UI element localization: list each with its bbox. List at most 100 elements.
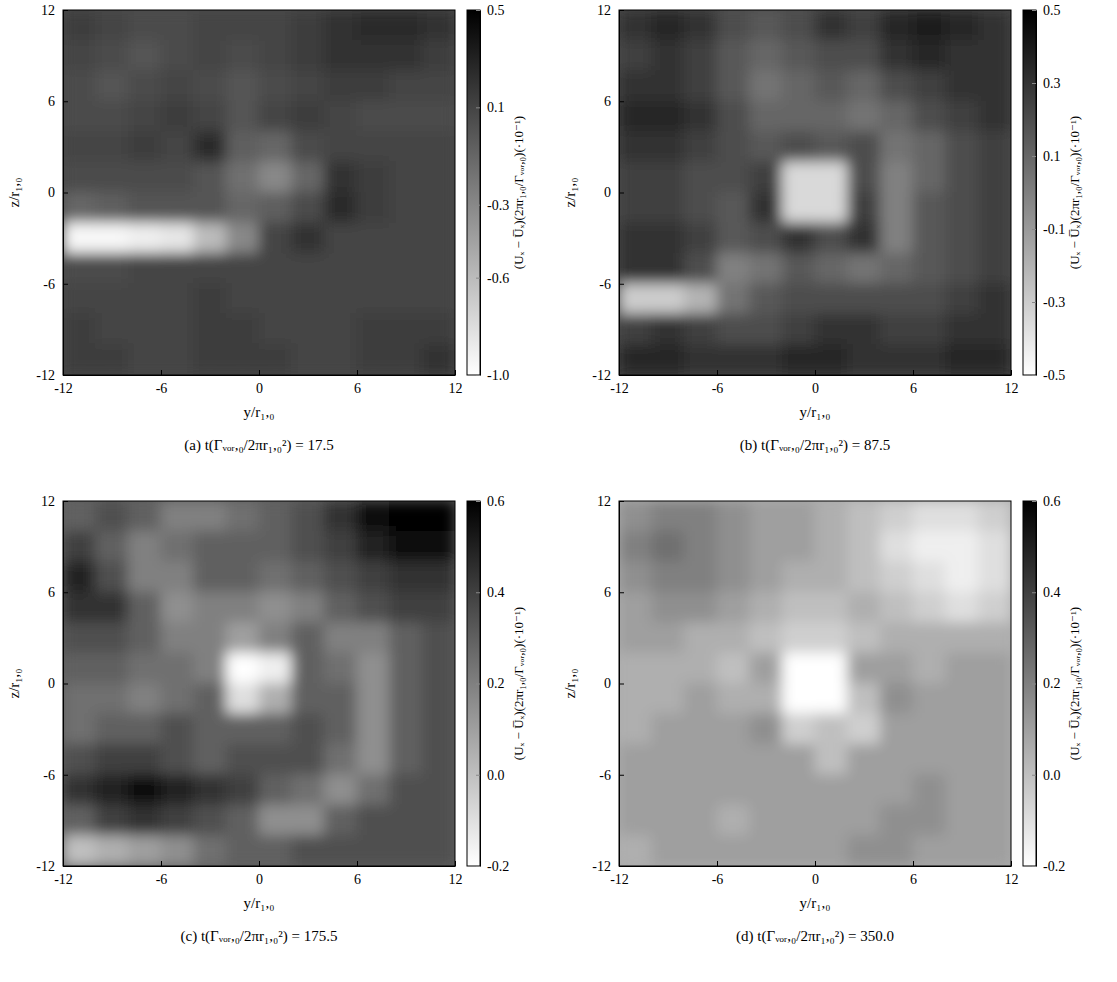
colorbar-scale (1023, 501, 1036, 866)
cell (422, 253, 455, 284)
tick-mark (1032, 592, 1036, 593)
colorbar-tick: 0.3 (1032, 76, 1061, 91)
cell (63, 805, 96, 836)
cell (684, 253, 718, 284)
tick-mark (619, 501, 624, 502)
cell (324, 10, 358, 41)
cell (259, 835, 293, 866)
tick-label: 0 (604, 185, 611, 200)
cell (978, 101, 1011, 132)
cell (619, 131, 652, 162)
cell (684, 561, 718, 592)
cell (128, 805, 162, 836)
cell (847, 101, 881, 132)
colorbar-tick: -0.6 (476, 271, 509, 286)
cell (291, 70, 325, 101)
cell (95, 222, 129, 253)
cell (291, 222, 325, 253)
colorbar-tick: 0.0 (1032, 768, 1061, 783)
tick-label: 12 (1005, 872, 1019, 887)
cell (749, 592, 783, 623)
cell (619, 344, 652, 375)
cell (193, 222, 227, 253)
cell (259, 131, 293, 162)
tick-mark (815, 370, 816, 375)
tick-label: 12 (449, 381, 463, 396)
cell (847, 40, 881, 71)
cell (291, 162, 325, 193)
cell (95, 531, 129, 562)
cell (619, 774, 652, 805)
cell (193, 805, 227, 836)
cell (422, 683, 455, 714)
cell (128, 222, 162, 253)
cell (978, 344, 1011, 375)
cell (193, 501, 227, 532)
x-tick: 6 (910, 861, 917, 887)
colorbar-tick: 0.1 (476, 100, 505, 115)
cell (749, 774, 783, 805)
cell (717, 835, 751, 866)
cell (815, 131, 849, 162)
cell (651, 70, 685, 101)
cell (684, 531, 718, 562)
tick-label: 0.2 (487, 676, 505, 691)
cell (945, 70, 979, 101)
cell (128, 653, 162, 684)
cell (782, 622, 816, 653)
cell (324, 314, 358, 345)
cell (389, 592, 423, 623)
cell (63, 162, 96, 193)
cell (684, 314, 718, 345)
cell (913, 653, 947, 684)
cell (259, 622, 293, 653)
cell (193, 622, 227, 653)
cell (422, 40, 455, 71)
cell (63, 283, 96, 314)
cell (193, 653, 227, 684)
cell (324, 561, 358, 592)
cell (945, 10, 979, 41)
cell (128, 314, 162, 345)
tick-label: -6 (712, 872, 724, 887)
cell (226, 222, 260, 253)
cell (389, 101, 423, 132)
cell (945, 531, 979, 562)
cell (226, 713, 260, 744)
cell (978, 531, 1011, 562)
cell (161, 192, 195, 223)
y-tick: -12 (592, 859, 624, 874)
tick-label: -0.3 (487, 198, 509, 213)
cell (128, 531, 162, 562)
cell (978, 835, 1011, 866)
cell (63, 192, 96, 223)
tick-mark (455, 861, 456, 866)
cell (619, 744, 652, 775)
tick-label: 0 (812, 381, 819, 396)
cell (978, 10, 1011, 41)
tick-label: 0.6 (487, 494, 505, 509)
cell (651, 40, 685, 71)
colorbar-tick: 0.0 (476, 768, 505, 783)
cell (193, 744, 227, 775)
cell (259, 283, 293, 314)
cell (945, 653, 979, 684)
cell (749, 314, 783, 345)
colorbar-tick: 0.1 (1032, 149, 1061, 164)
tick-label: 12 (41, 494, 55, 509)
tick-mark (476, 866, 480, 867)
cell (95, 501, 129, 532)
cell (619, 283, 652, 314)
cell (913, 744, 947, 775)
cell (749, 653, 783, 684)
cell (389, 131, 423, 162)
cell (978, 253, 1011, 284)
cell (226, 774, 260, 805)
cell (422, 283, 455, 314)
cell (226, 561, 260, 592)
cell (193, 10, 227, 41)
colorbar-tick: 0.2 (476, 676, 505, 691)
tick-mark (619, 193, 624, 194)
tick-mark (1032, 501, 1036, 502)
cell (95, 835, 129, 866)
